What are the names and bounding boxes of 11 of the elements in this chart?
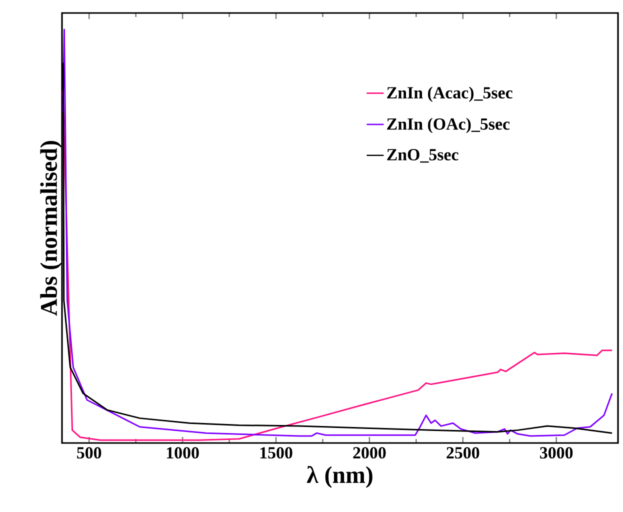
x-axis-title: λ (nm): [306, 466, 372, 488]
x-tick-label: 500: [77, 447, 102, 459]
legend-label: ZnIn (OAc)_5sec: [387, 118, 510, 134]
legend-label: ZnIn (Acac)_5sec: [387, 86, 512, 102]
x-tick-label: 3000: [540, 447, 573, 459]
x-tick-label: 2500: [446, 447, 480, 459]
x-tick-label: 1000: [166, 447, 199, 459]
y-axis-title: Abs (normalised): [40, 141, 62, 316]
x-tick-label: 2000: [353, 447, 386, 459]
x-tick-label: 1500: [260, 447, 292, 459]
legend-label: ZnO_5sec: [387, 149, 458, 163]
